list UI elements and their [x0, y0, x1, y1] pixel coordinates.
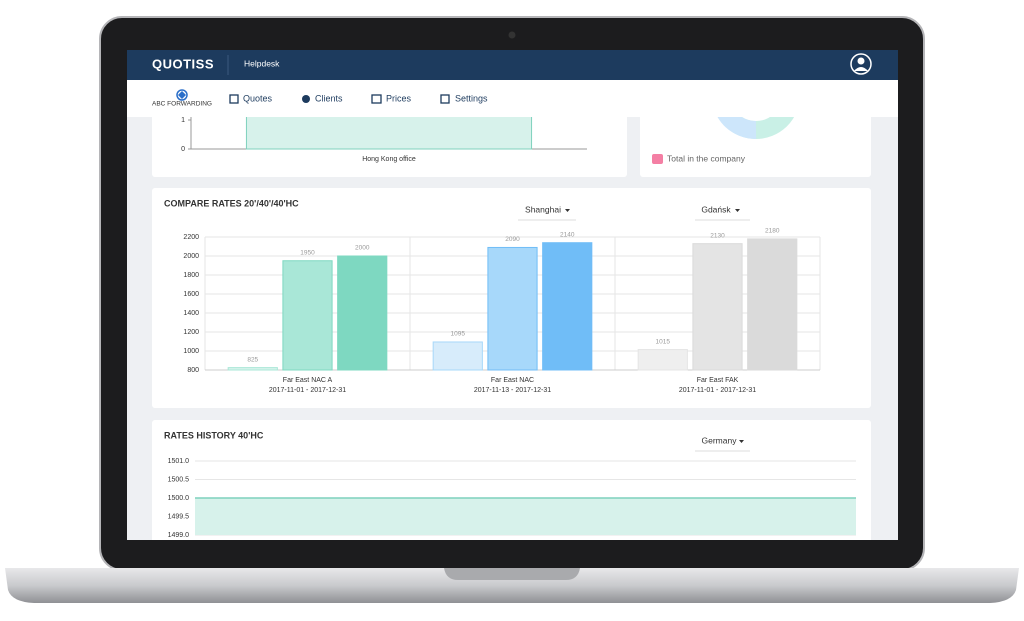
company-logo [176, 89, 188, 101]
y-tick-label: 1500.5 [168, 476, 190, 483]
top-bar [127, 50, 898, 80]
y-tick-label: 1499.0 [168, 532, 190, 539]
x-tick-label: Hong Kong office [362, 156, 416, 163]
avatar[interactable] [850, 53, 872, 75]
nav-icon [229, 94, 239, 104]
data-label: 1950 [300, 249, 315, 256]
nav-item[interactable]: Settings [455, 93, 488, 103]
chart-title: COMPARE RATES 20'/40'/40'HC [164, 198, 299, 208]
laptop-notch [444, 568, 580, 580]
bar [432, 341, 483, 371]
y-tick-label: 1500.0 [168, 495, 190, 502]
data-label: 2130 [710, 232, 725, 239]
legend-label: Total in the company [667, 153, 746, 163]
company-name: ABC FORWARDING [152, 101, 212, 108]
card [152, 420, 871, 540]
data-label: 2140 [560, 231, 575, 238]
nav-item[interactable]: Quotes [243, 93, 273, 103]
y-tick-label: 1200 [183, 329, 199, 336]
dropdown-label[interactable]: Shanghai [525, 204, 561, 214]
data-label: 825 [247, 356, 258, 363]
dropdown[interactable]: Gdańsk [695, 204, 750, 221]
y-tick-label: 1499.5 [168, 513, 190, 520]
bar [337, 255, 388, 371]
period-label: 2017-11-13 - 2017-12-31 [474, 387, 551, 394]
bar [227, 367, 278, 371]
bar [282, 260, 333, 371]
y-tick-label: 1400 [183, 310, 199, 317]
app-screen: Total in the company COMPARE RATES 20'/4… [127, 50, 898, 540]
data-label: 2090 [505, 236, 520, 243]
y-tick-label: 1600 [183, 291, 199, 298]
chart-title: RATES HISTORY 40'HC [164, 430, 264, 440]
y-tick-label: 0 [181, 146, 185, 153]
x-tick-label: Far East NAC [491, 377, 534, 384]
dropdown[interactable]: Germany [695, 435, 750, 452]
y-tick-label: 1 [181, 117, 185, 124]
period-label: 2017-11-01 - 2017-12-31 [269, 387, 346, 394]
nav-bar [127, 80, 898, 117]
y-tick-label: 1800 [183, 272, 199, 279]
data-label: 2180 [765, 228, 780, 235]
helpdesk-link[interactable]: Helpdesk [244, 58, 280, 68]
dropdown-label[interactable]: Gdańsk [701, 204, 731, 214]
x-tick-label: Far East FAK [697, 377, 739, 384]
nav-item[interactable]: Prices [386, 93, 412, 103]
nav-icon [440, 94, 450, 104]
nav-item[interactable]: Clients [315, 93, 343, 103]
data-label: 1015 [656, 338, 671, 345]
bar [487, 246, 538, 371]
bar [637, 349, 688, 371]
y-tick-label: 2000 [183, 253, 199, 260]
dropdown[interactable]: Shanghai [518, 204, 576, 221]
data-label: 1095 [451, 331, 466, 338]
bar [542, 242, 593, 371]
dropdown-label[interactable]: Germany [702, 435, 738, 445]
laptop-base [5, 568, 1019, 603]
y-tick-label: 1501.0 [168, 458, 190, 465]
x-tick-label: Far East NAC A [283, 377, 333, 384]
bar [692, 243, 743, 371]
nav-icon [371, 94, 382, 104]
period-label: 2017-11-01 - 2017-12-31 [679, 387, 756, 394]
y-tick-label: 800 [187, 367, 199, 374]
legend-swatch [652, 154, 663, 164]
area [195, 498, 856, 535]
y-tick-label: 2200 [183, 234, 199, 241]
brand[interactable]: QUOTISS [152, 56, 214, 71]
camera [508, 31, 516, 39]
y-tick-label: 1000 [183, 348, 199, 355]
data-label: 2000 [355, 245, 370, 252]
nav-icon [302, 95, 310, 103]
bar [747, 238, 798, 371]
